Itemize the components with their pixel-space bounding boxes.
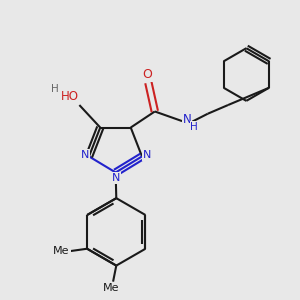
Text: H: H: [190, 122, 198, 132]
Text: Me: Me: [103, 283, 120, 293]
Text: O: O: [142, 68, 152, 81]
Text: HO: HO: [61, 90, 79, 103]
Text: N: N: [112, 173, 120, 183]
Text: Me: Me: [53, 246, 70, 256]
Text: N: N: [183, 113, 191, 126]
Text: N: N: [142, 150, 151, 160]
Text: N: N: [81, 150, 89, 160]
Text: H: H: [51, 84, 59, 94]
